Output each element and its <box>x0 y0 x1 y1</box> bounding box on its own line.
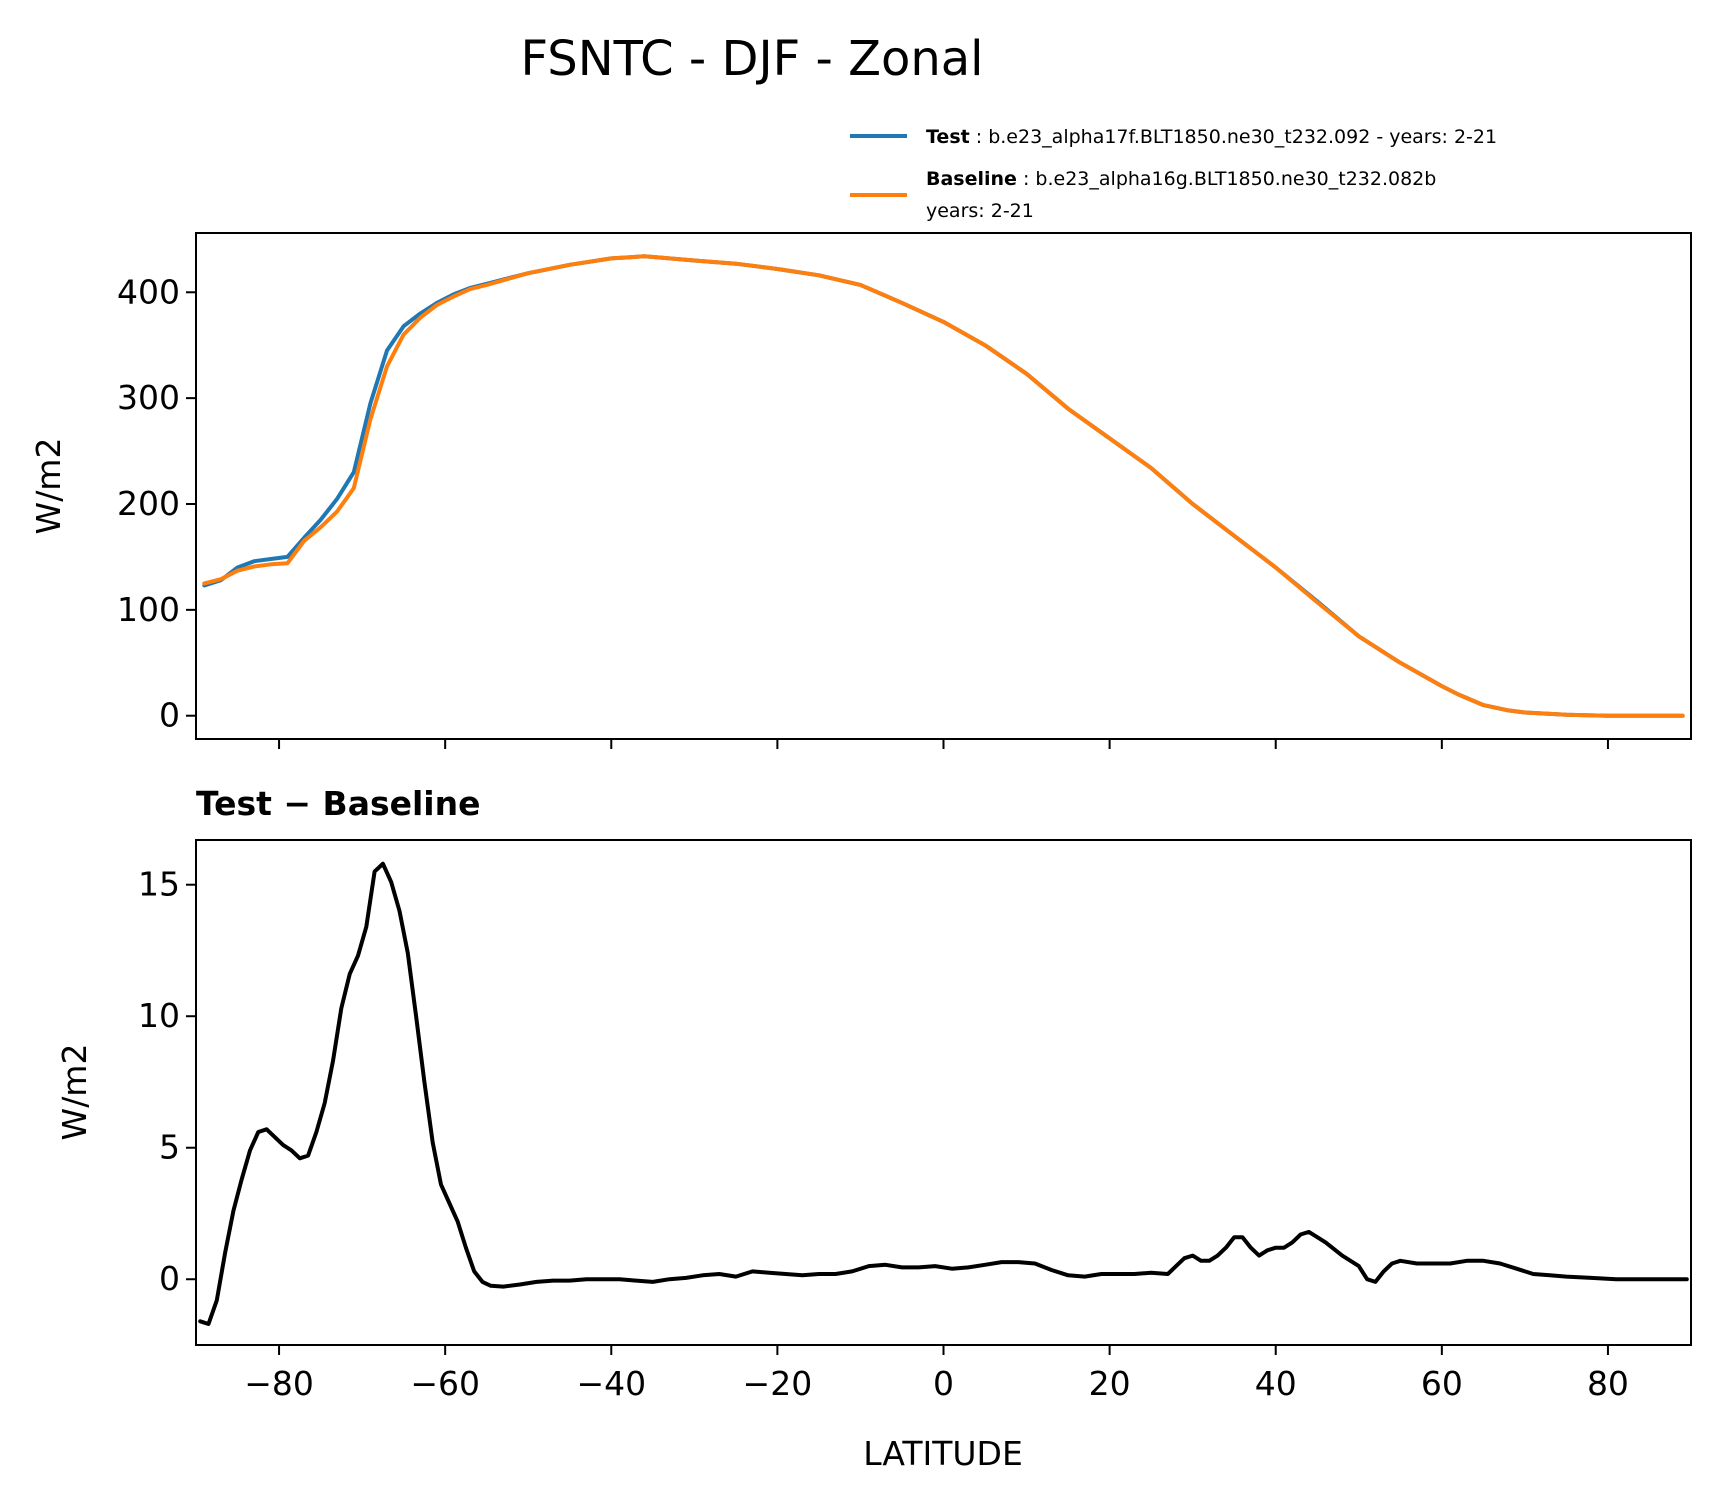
legend-baseline-text: : b.e23_alpha16g.BLT1850.ne30_t232.082b <box>1023 168 1436 190</box>
top-series-group <box>202 254 1685 718</box>
bottom-panel: Test − Baseline 0 5 10 15 −80 −60 −40 −20 0 20 40… <box>55 784 1692 1473</box>
legend-baseline-label: Baseline : b.e23_alpha16g.BLT1850.ne30_t… <box>926 168 1436 190</box>
bottom-x-tick-label: 20 <box>1089 1364 1131 1403</box>
bottom-x-tick-label: 40 <box>1255 1364 1297 1403</box>
bottom-x-tick-label: 0 <box>933 1364 954 1403</box>
top-y-tick-label: 200 <box>117 484 180 523</box>
top-plot-frame <box>195 232 1692 740</box>
bottom-y-tick-label: 5 <box>159 1128 180 1167</box>
bottom-x-tick-label: 80 <box>1587 1364 1629 1403</box>
top-y-tick-label: 100 <box>117 590 180 629</box>
bottom-y-tick-label: 15 <box>138 865 180 904</box>
top-x-ticks <box>278 739 1609 749</box>
bottom-y-axis-label: W/m2 <box>55 1044 94 1141</box>
bottom-x-tick-label: −60 <box>410 1364 480 1403</box>
top-panel: 0 100 200 300 400 W/m2 <box>29 232 1692 749</box>
legend-test-text: : b.e23_alpha17f.BLT1850.ne30_t232.092 -… <box>976 126 1497 148</box>
bottom-panel-title: Test − Baseline <box>196 784 481 823</box>
top-series-line-baseline <box>202 254 1685 718</box>
top-y-tick-label: 0 <box>159 696 180 735</box>
bottom-series-line-difference <box>198 861 1689 1326</box>
bottom-x-axis-label: LATITUDE <box>863 1434 1023 1473</box>
bottom-x-tick-label: 60 <box>1421 1364 1463 1403</box>
legend-baseline-text-line2: years: 2-21 <box>926 200 1034 222</box>
bottom-y-tick-label: 10 <box>138 996 180 1035</box>
bottom-series-group <box>198 861 1689 1326</box>
legend-baseline-name: Baseline <box>926 168 1017 190</box>
top-y-tick-label: 300 <box>117 378 180 417</box>
figure-title: FSNTC - DJF - Zonal <box>521 31 984 87</box>
bottom-x-ticks: −80 −60 −40 −20 0 20 40 60 80 <box>244 1345 1629 1403</box>
top-y-tick-label: 400 <box>117 272 180 311</box>
bottom-y-tick-label: 0 <box>159 1259 180 1298</box>
bottom-x-tick-label: −40 <box>576 1364 646 1403</box>
bottom-x-tick-label: −20 <box>743 1364 813 1403</box>
legend: Test : b.e23_alpha17f.BLT1850.ne30_t232.… <box>850 126 1497 222</box>
legend-test-name: Test <box>926 126 970 148</box>
bottom-x-tick-label: −80 <box>244 1364 314 1403</box>
top-y-axis-label: W/m2 <box>29 438 68 535</box>
bottom-plot-frame <box>195 839 1692 1346</box>
legend-test-label: Test : b.e23_alpha17f.BLT1850.ne30_t232.… <box>926 126 1497 148</box>
bottom-y-ticks: 0 5 10 15 <box>138 865 196 1298</box>
top-y-ticks: 0 100 200 300 400 <box>117 272 196 735</box>
